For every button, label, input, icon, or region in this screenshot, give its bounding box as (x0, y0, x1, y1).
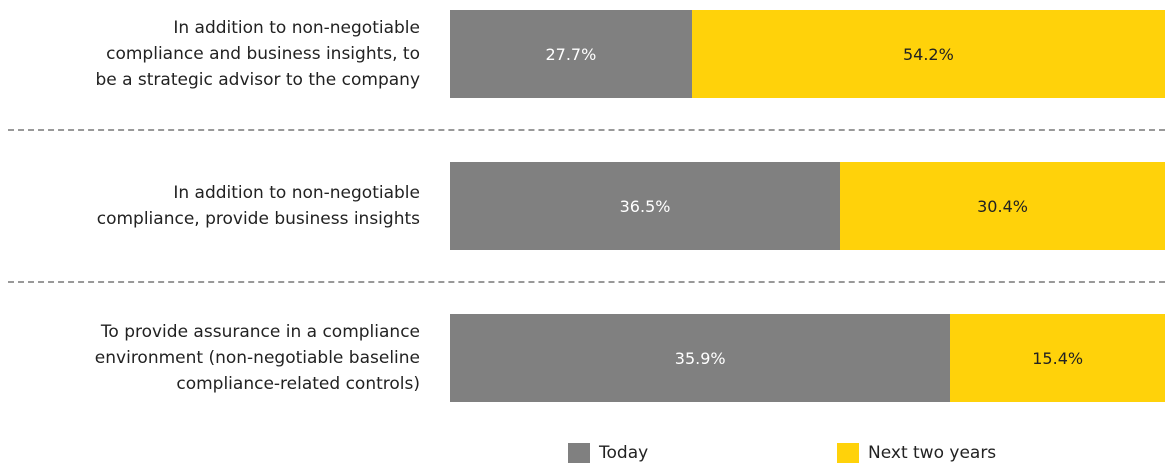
data-label: 27.7% (545, 44, 597, 64)
bar-segment: 35.9% (450, 314, 951, 402)
category-label: In addition to non-negotiable compliance… (95, 18, 420, 90)
bar-segment: 36.5% (450, 162, 841, 250)
data-label: 54.2% (902, 44, 954, 64)
bar-segment: 30.4% (840, 162, 1165, 250)
bar-segment: 15.4% (950, 314, 1165, 402)
bar-segment: 27.7% (450, 10, 692, 98)
data-label: 30.4% (977, 196, 1028, 216)
data-label: 15.4% (1032, 348, 1084, 368)
category-label: In addition to non-negotiable compliance… (96, 183, 420, 229)
legend-label: Next two years (868, 443, 997, 463)
category-label: To provide assurance in a compliance env… (94, 322, 420, 394)
data-label: 35.9% (674, 348, 726, 368)
data-label: 36.5% (619, 196, 671, 216)
legend-label: Today (599, 443, 649, 463)
legend-swatch (568, 443, 590, 463)
legend-swatch (837, 443, 859, 463)
separator (8, 281, 1165, 283)
separator (8, 129, 1165, 131)
bar-segment: 54.2% (691, 10, 1165, 98)
